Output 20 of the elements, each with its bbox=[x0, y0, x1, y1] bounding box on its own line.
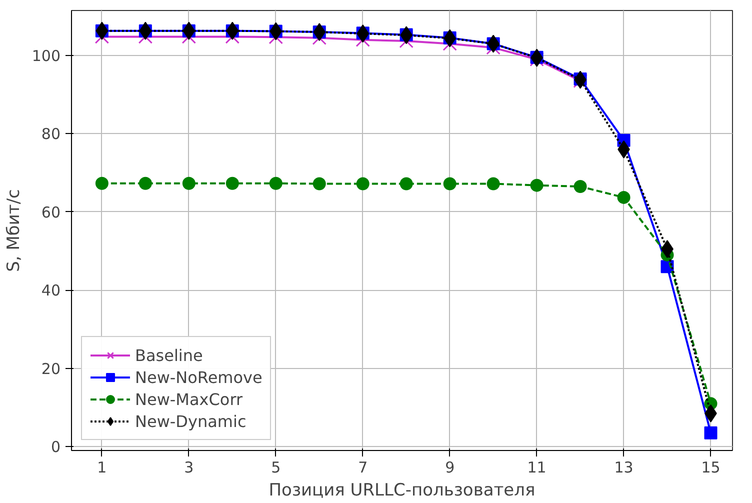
y-tick-label: 100 bbox=[32, 46, 61, 65]
x-tick-label: 7 bbox=[358, 458, 368, 476]
x-tick-label: 1 bbox=[97, 458, 107, 476]
x-tick-label: 13 bbox=[614, 458, 634, 476]
y-tick-label: 60 bbox=[41, 203, 61, 222]
y-axis-title: S, Мбит/с bbox=[4, 189, 24, 272]
x-tick-label: 9 bbox=[445, 458, 455, 476]
y-tick-label: 20 bbox=[41, 360, 61, 378]
y-tick-label: 80 bbox=[41, 125, 61, 144]
y-tick-label: 40 bbox=[41, 282, 61, 300]
legend-label: New-Dynamic bbox=[135, 412, 246, 430]
y-tick-label: 0 bbox=[50, 438, 61, 456]
legend-label: Baseline bbox=[135, 346, 203, 364]
x-tick-label: 5 bbox=[271, 458, 281, 476]
x-tick-label: 11 bbox=[527, 458, 546, 476]
x-tick-label: 15 bbox=[701, 458, 720, 476]
legend-label: New-NoRemove bbox=[135, 368, 262, 386]
x-axis-title: Позиция URLLC-пользователя bbox=[268, 480, 536, 500]
x-tick-label: 3 bbox=[184, 458, 194, 476]
legend-label: New-MaxCorr bbox=[135, 390, 243, 408]
